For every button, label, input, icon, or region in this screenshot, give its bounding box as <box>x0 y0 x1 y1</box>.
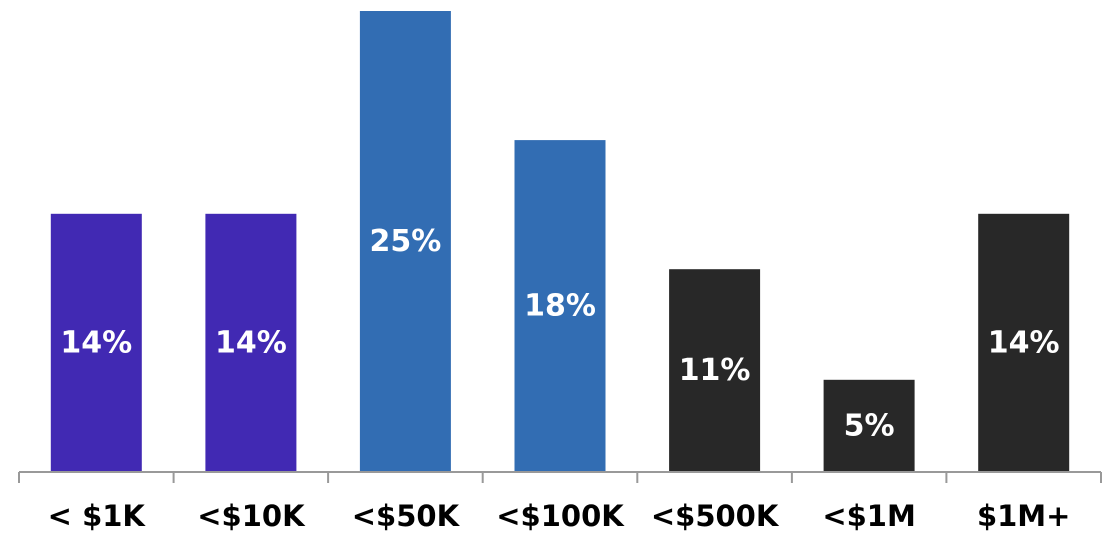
bar-value-label-4: 18% <box>524 289 596 324</box>
category-label-4: <$100K <box>496 499 625 533</box>
bar-3 <box>359 11 451 472</box>
bar-value-label-2: 14% <box>215 325 287 360</box>
category-label-6: <$1M <box>822 499 916 533</box>
x-axis-tick-labels: < $1K <$10K <$50K <$100K <$500K <$1M $1M+ <box>48 499 1071 533</box>
bar-value-label-7: 14% <box>988 325 1060 360</box>
bar-4 <box>514 140 606 472</box>
bar-value-label-3: 25% <box>369 224 441 259</box>
bar-7 <box>978 213 1070 473</box>
category-label-5: <$500K <box>651 499 780 533</box>
category-label-3: <$50K <box>352 499 461 533</box>
category-label-7: $1M+ <box>977 499 1071 533</box>
category-label-2: <$10K <box>197 499 306 533</box>
bar-labels-group: 14% 14% 25% 18% 11% 5% 14% <box>60 224 1059 443</box>
bars-group <box>50 11 1070 473</box>
x-axis-ticks <box>18 472 1102 483</box>
bar-value-label-5: 11% <box>679 353 751 388</box>
bar-2 <box>205 213 297 473</box>
bar-1 <box>50 213 142 473</box>
bar-6 <box>823 379 915 472</box>
category-label-1: < $1K <box>48 499 147 533</box>
bar-value-label-6: 5% <box>844 408 895 443</box>
bar-5 <box>669 269 761 472</box>
bar-value-label-1: 14% <box>60 325 132 360</box>
